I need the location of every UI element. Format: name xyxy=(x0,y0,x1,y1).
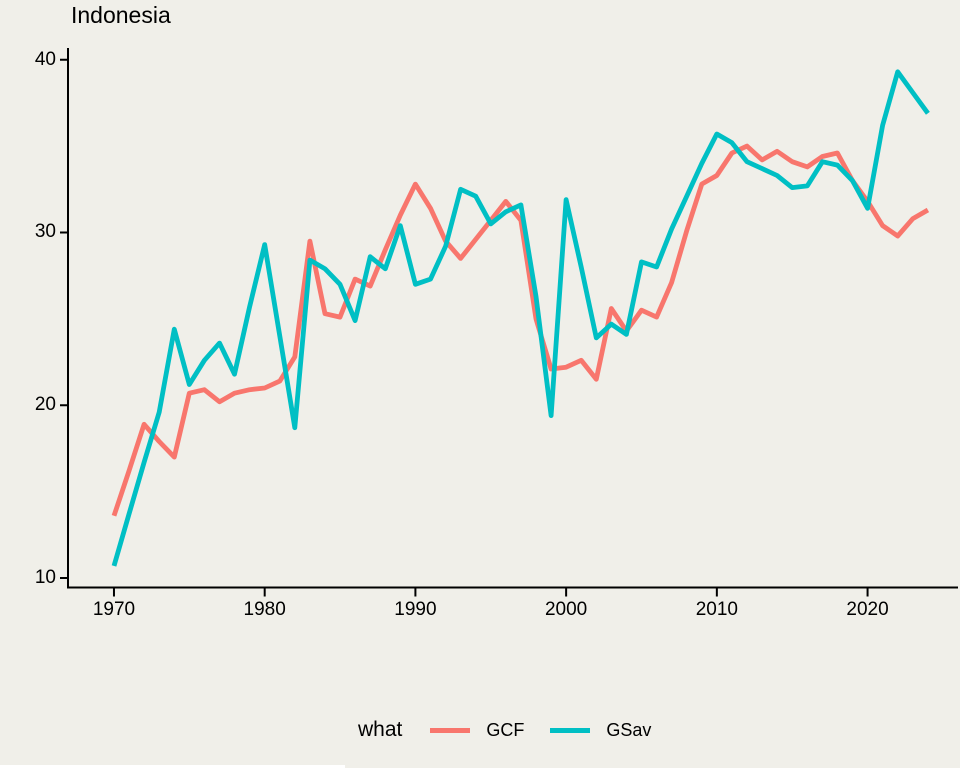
legend-label-gsav: GSav xyxy=(606,719,652,740)
x-axis-tick-label: 1980 xyxy=(243,599,286,620)
y-axis-tick-label: 20 xyxy=(34,394,56,416)
legend-key-gsav-line-icon xyxy=(550,727,591,733)
chart-title: Indonesia xyxy=(71,2,171,28)
legend-title: what xyxy=(358,718,403,741)
x-axis-tick-label: 2010 xyxy=(695,599,738,620)
x-axis-tick-label: 2020 xyxy=(846,599,889,620)
x-axis-tick-label: 1990 xyxy=(394,599,437,620)
series-line-gcf xyxy=(111,143,930,517)
y-axis-tick-label: 40 xyxy=(34,48,56,70)
bottom-white-strip xyxy=(0,765,345,768)
series-line-gsav xyxy=(111,69,930,567)
legend-key-gcf-line-icon xyxy=(430,727,471,733)
legend-label-gcf: GCF xyxy=(486,719,525,740)
x-axis-tick-label: 2000 xyxy=(544,599,588,620)
y-axis-tick-label: 10 xyxy=(34,566,56,588)
legend: what GCF GSav xyxy=(358,710,651,750)
y-axis-tick-label: 30 xyxy=(34,221,56,243)
x-axis-tick-label: 1970 xyxy=(92,599,136,620)
